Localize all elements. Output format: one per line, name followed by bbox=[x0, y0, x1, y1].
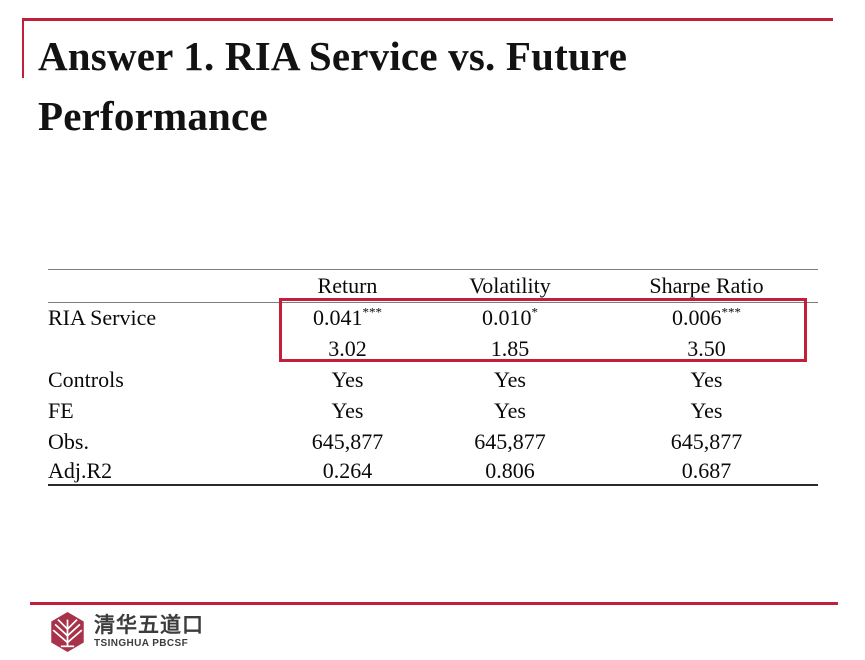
controls-volatility: Yes bbox=[493, 367, 526, 392]
row-label: FE bbox=[48, 398, 74, 423]
coef-volatility: 0.010* bbox=[482, 304, 539, 331]
row-label: Adj.R2 bbox=[48, 457, 113, 483]
table-row-controls: Controls Yes Yes Yes bbox=[48, 365, 818, 396]
row-label: Controls bbox=[48, 367, 124, 392]
obs-return: 645,877 bbox=[311, 429, 384, 454]
table-row-obs: Obs. 645,877 645,877 645,877 bbox=[48, 427, 818, 458]
header-sharpe-ratio: Sharpe Ratio bbox=[649, 273, 764, 298]
header-volatility: Volatility bbox=[469, 273, 551, 298]
tstat-sharpe: 3.50 bbox=[687, 336, 726, 361]
table-row-ria-service: RIA Service 0.041*** 0.010* 0.006*** bbox=[48, 303, 818, 334]
table-row-adjr2: Adj.R2 0.264 0.806 0.687 bbox=[48, 458, 818, 485]
obs-volatility: 645,877 bbox=[474, 429, 546, 454]
row-label bbox=[48, 334, 270, 365]
page-title: Answer 1. RIA Service vs. Future Perform… bbox=[38, 33, 628, 139]
fe-volatility: Yes bbox=[493, 398, 526, 423]
red-highlight-box bbox=[279, 298, 807, 362]
regression-results-table: Return Volatility Sharpe Ratio RIA Servi… bbox=[48, 269, 818, 486]
row-label: RIA Service bbox=[48, 305, 157, 331]
header-return: Return bbox=[317, 273, 378, 298]
row-label: Obs. bbox=[48, 429, 89, 454]
pbcsf-logo: 清华五道口 TSINGHUA PBCSF bbox=[48, 611, 204, 653]
fe-return: Yes bbox=[331, 398, 364, 423]
table-row-fe: FE Yes Yes Yes bbox=[48, 396, 818, 427]
hexagon-tree-icon bbox=[51, 611, 84, 653]
adjr2-volatility: 0.806 bbox=[485, 457, 535, 483]
title-accent-top-line bbox=[22, 18, 833, 21]
footer-divider-line bbox=[30, 602, 838, 605]
header-empty bbox=[48, 270, 270, 303]
logo-text-block: 清华五道口 TSINGHUA PBCSF bbox=[94, 614, 204, 650]
controls-return: Yes bbox=[331, 367, 364, 392]
fe-sharpe: Yes bbox=[690, 398, 723, 423]
obs-sharpe: 645,877 bbox=[670, 429, 743, 454]
coef-sharpe: 0.006*** bbox=[672, 304, 742, 331]
adjr2-return: 0.264 bbox=[322, 457, 373, 483]
table-row-tstats: 3.02 1.85 3.50 bbox=[48, 334, 818, 365]
table-header-row: Return Volatility Sharpe Ratio bbox=[48, 269, 818, 303]
title-accent-left-line bbox=[22, 18, 24, 78]
significance-stars: *** bbox=[362, 304, 383, 320]
tstat-return: 3.02 bbox=[328, 336, 367, 361]
coef-return: 0.041*** bbox=[313, 304, 383, 331]
adjr2-sharpe: 0.687 bbox=[681, 457, 732, 483]
controls-sharpe: Yes bbox=[690, 367, 723, 392]
significance-stars: * bbox=[531, 304, 539, 320]
logo-english-text: TSINGHUA PBCSF bbox=[94, 638, 189, 649]
significance-stars: *** bbox=[721, 304, 742, 320]
logo-chinese-text: 清华五道口 bbox=[94, 614, 204, 637]
tstat-volatility: 1.85 bbox=[490, 336, 530, 361]
